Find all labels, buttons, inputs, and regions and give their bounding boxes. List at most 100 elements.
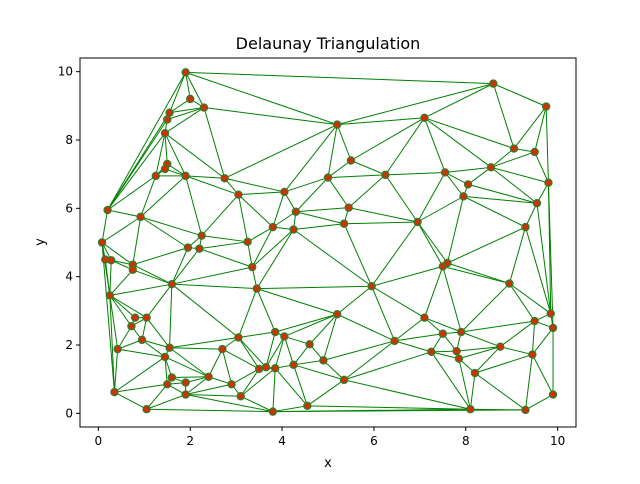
triangulation-edge (201, 194, 239, 237)
triangulation-edge (394, 340, 432, 353)
triangulation-edge (164, 133, 168, 164)
triangulation-edge (284, 313, 338, 337)
data-point (261, 363, 271, 372)
data-point (163, 115, 172, 124)
triangulation-edge (109, 269, 134, 296)
data-point (532, 199, 542, 208)
y-axis-label: y (33, 238, 48, 246)
triangulation-edge (417, 221, 444, 267)
data-point (218, 344, 227, 354)
triangulation-edge (424, 117, 492, 168)
triangulation-edge (469, 372, 476, 410)
triangulation-edge (117, 325, 132, 350)
x-tick-label: 2 (186, 434, 194, 448)
triangulation-edge (169, 336, 239, 349)
triangulation-edge (251, 229, 294, 268)
triangulation-edge (109, 295, 119, 350)
triangulation-edge (307, 379, 345, 407)
triangulation-edge (169, 107, 205, 114)
triangulation-edge (490, 151, 535, 168)
triangulation-edge (185, 175, 239, 196)
data-point (332, 120, 342, 129)
triangulation-edge (272, 409, 526, 413)
triangulation-edge (327, 174, 386, 179)
data-point (541, 102, 551, 111)
data-point (186, 94, 195, 104)
triangulation-edge (447, 226, 526, 264)
triangulation-edge (423, 266, 444, 318)
triangulation-edge (107, 175, 157, 211)
plot-frame (79, 57, 577, 428)
triangulation-edge (224, 177, 285, 193)
triangulation-edge (531, 321, 536, 355)
triangulation-edge (107, 132, 166, 211)
triangulation-edge (185, 71, 338, 126)
y-axis-ticks: 0 2 4 6 8 10 (58, 65, 80, 420)
triangulation-edge (323, 340, 395, 361)
data-point (181, 378, 190, 387)
triangulation-edge (327, 160, 352, 178)
triangulation-edge (109, 295, 115, 393)
y-tick-label: 0 (65, 406, 73, 420)
triangulation-edge (344, 221, 418, 225)
triangulation-edge (323, 360, 345, 381)
data-point (270, 364, 280, 373)
data-point (413, 217, 422, 227)
data-point (463, 180, 473, 189)
triangulation-edge (171, 247, 189, 285)
triangulation-edge (534, 106, 547, 153)
data-point (505, 279, 514, 288)
data-point (127, 322, 136, 331)
data-point (234, 190, 243, 199)
data-point (303, 401, 312, 411)
triangulation-edge (140, 216, 189, 249)
data-points (97, 68, 558, 416)
data-point (204, 372, 213, 381)
triangulation-edge (371, 221, 418, 287)
data-point (236, 392, 245, 401)
triangulation-edge (222, 348, 260, 370)
triangulation-edge (203, 107, 226, 179)
triangulation-edge (536, 203, 552, 314)
triangulation-edge (171, 376, 209, 378)
triangulation-edge (509, 283, 552, 314)
triangulation-edge (492, 83, 515, 149)
triangulation-edge (343, 351, 432, 381)
data-point (548, 390, 558, 399)
triangulation-edge (164, 107, 205, 134)
triangulation-edge (203, 107, 338, 126)
triangulation-edge (237, 194, 249, 242)
data-point (103, 205, 112, 215)
triangulation-edge (256, 288, 276, 333)
data-point (381, 170, 390, 180)
triangulation-edge (256, 288, 338, 315)
triangulation-edge (417, 172, 446, 223)
triangulation-edge (171, 283, 257, 290)
triangulation-edge (417, 195, 464, 223)
triangulation-edge (132, 216, 142, 265)
data-point (440, 168, 450, 177)
data-point (346, 156, 356, 165)
triangulation-edge (417, 221, 448, 264)
data-point (530, 147, 539, 157)
triangulation-edge (458, 346, 501, 360)
triangulation-edge (171, 248, 200, 285)
triangulation-edge (224, 124, 338, 179)
triangulation-edge (208, 348, 223, 377)
triangulation-edge (423, 117, 446, 173)
triangulation-edge (525, 226, 552, 314)
triangulation-edge (201, 235, 248, 243)
triangulation-edge (132, 264, 173, 285)
triangulation-edge (336, 313, 395, 342)
triangulation-edge (350, 160, 386, 176)
triangulation-edge (293, 359, 324, 366)
triangulation-edge (240, 395, 274, 413)
x-tick-label: 6 (370, 434, 378, 448)
data-point (427, 347, 436, 357)
data-point (456, 327, 466, 337)
triangulation-edge (460, 283, 510, 333)
triangulation-edge (240, 368, 260, 397)
triangulation-edge (327, 177, 350, 208)
triangulation-edge (467, 166, 492, 185)
